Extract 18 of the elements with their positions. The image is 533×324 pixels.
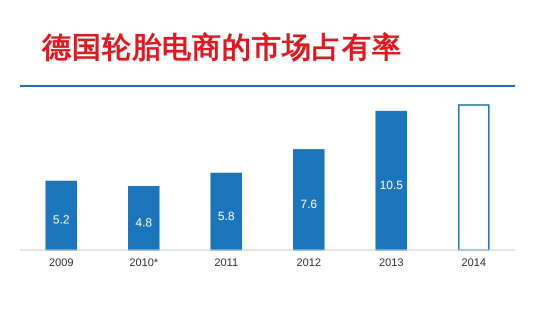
x-tick-label: 2013 bbox=[379, 256, 404, 269]
bar bbox=[210, 172, 242, 251]
data-label: 5.2 bbox=[52, 212, 70, 227]
bar bbox=[128, 186, 160, 251]
bar bbox=[458, 104, 490, 251]
data-label: 7.6 bbox=[300, 196, 318, 211]
x-tick-label: 2014 bbox=[462, 256, 486, 269]
x-tick-label: 2011 bbox=[214, 256, 238, 269]
x-tick-label: 2012 bbox=[296, 256, 321, 269]
x-tick-label: 2010* bbox=[129, 256, 159, 269]
bar bbox=[293, 149, 324, 251]
bar bbox=[376, 110, 407, 251]
bar bbox=[46, 180, 77, 251]
data-label: 4.8 bbox=[135, 215, 152, 230]
data-label: 10.5 bbox=[380, 178, 404, 192]
x-tick-label: 2009 bbox=[49, 256, 74, 269]
chart-title: 德国轮胎电商的市场占有率 bbox=[42, 30, 402, 66]
data-label: 5.8 bbox=[218, 208, 235, 223]
